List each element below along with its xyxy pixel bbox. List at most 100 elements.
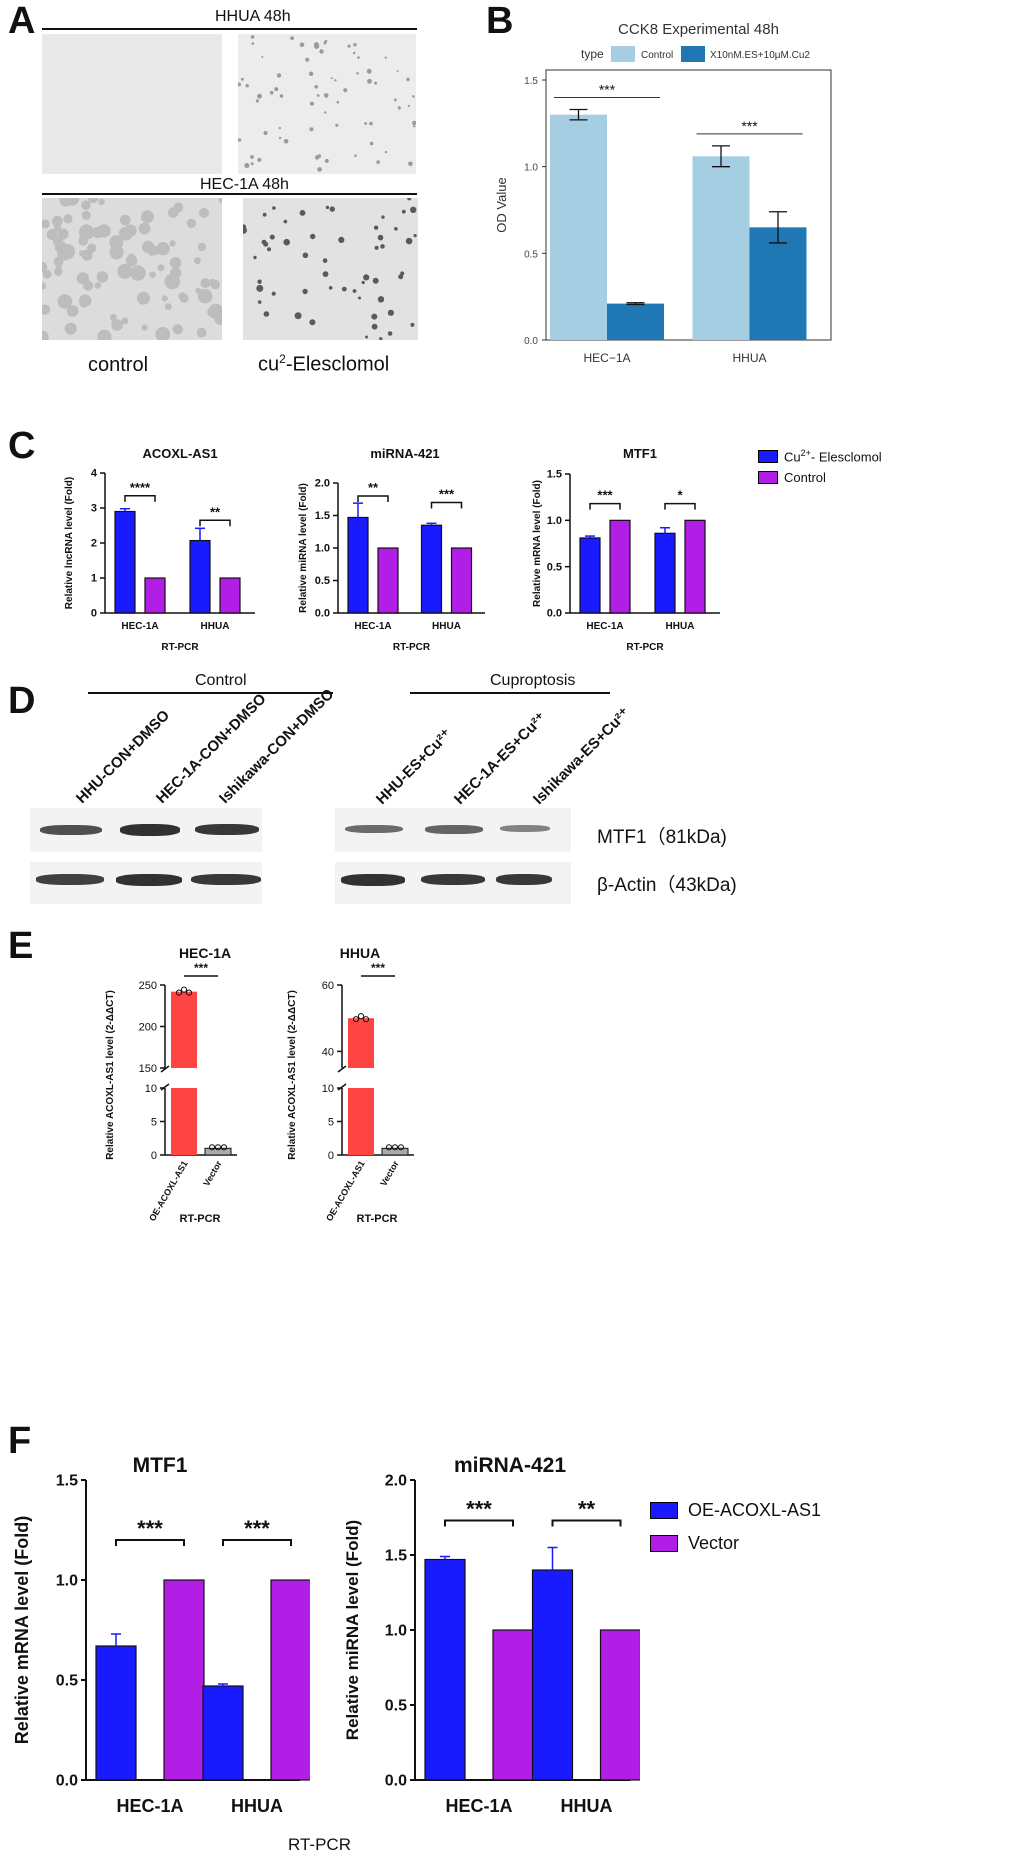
- y-tick-label: 0.0: [524, 336, 538, 347]
- y-tick-label: 0.5: [315, 575, 330, 587]
- cell-blob: [371, 313, 378, 320]
- bar: [202, 1685, 244, 1781]
- y-tick-label: 60: [322, 980, 334, 992]
- cell-blob: [354, 154, 357, 157]
- panel-letter-e: E: [8, 925, 34, 967]
- cell-blob: [302, 252, 309, 259]
- cell-blob: [255, 99, 259, 103]
- cell-blob: [384, 56, 387, 59]
- cell-blob: [352, 51, 356, 55]
- bar-upper: [348, 1018, 374, 1068]
- band-mtf1: [195, 824, 259, 836]
- x-tick-label: Vector: [378, 1159, 401, 1188]
- cell-blob: [200, 278, 211, 289]
- cell-blob: [109, 245, 124, 260]
- micrograph-hec1a-control: [42, 198, 222, 340]
- y-tick-label: 250: [139, 980, 157, 992]
- bar: [347, 516, 369, 614]
- y-tick-label: 1: [91, 573, 97, 585]
- cell-blob: [322, 258, 328, 263]
- chart-title: HHUA: [340, 945, 380, 961]
- cell-blob: [329, 206, 335, 212]
- axis-break: [337, 1083, 347, 1091]
- significance-label: **: [578, 1497, 596, 1522]
- cell-blob: [250, 162, 254, 166]
- legend-swatch: [758, 471, 778, 485]
- y-tick-label: 0.5: [524, 249, 538, 260]
- cell-blob: [194, 257, 201, 265]
- bar: [381, 1147, 409, 1156]
- x-tick-label: HEC-1A: [121, 621, 158, 632]
- y-tick-label: 1.0: [385, 1622, 407, 1639]
- legend-c: Cu2+- Elesclomol Control: [758, 448, 882, 485]
- y-tick-label: 0.5: [547, 561, 562, 573]
- panel-d-group-control: Control: [195, 672, 247, 689]
- x-axis-label: RT-PCR: [161, 642, 199, 653]
- significance-label: ****: [130, 480, 151, 495]
- panel-a-row1-title: HHUA 48h: [215, 8, 291, 25]
- cell-blob: [283, 139, 289, 144]
- cell-blob: [199, 207, 209, 218]
- significance-bracket: [222, 1539, 292, 1546]
- micrograph-texture: [42, 34, 222, 174]
- cell-blob: [328, 286, 333, 290]
- lane-label-2: HEC-1A-CON+DMSO: [152, 690, 270, 807]
- cell-blob: [406, 77, 410, 82]
- x-axis-label: RT-PCR: [180, 1213, 221, 1225]
- band-actin: [496, 874, 552, 886]
- cell-blob: [278, 126, 281, 130]
- cell-blob: [178, 292, 187, 301]
- cell-blob: [142, 240, 155, 254]
- cell-blob: [371, 323, 378, 330]
- x-axis-label: RT-PCR: [626, 642, 664, 653]
- bar: [654, 532, 676, 614]
- bar-upper: [171, 991, 197, 1068]
- cell-blob: [262, 212, 267, 217]
- cell-blob: [407, 104, 410, 108]
- chart-title-large: MTF1: [133, 1454, 188, 1477]
- cell-blob: [64, 322, 77, 335]
- y-tick-label: 5: [151, 1117, 157, 1129]
- cell-blob: [51, 215, 63, 227]
- y-tick-label: 10: [322, 1083, 334, 1095]
- y-tick-label: 1.0: [56, 1572, 78, 1589]
- cell-blob: [109, 235, 124, 250]
- x-tick-label: HHUA: [666, 621, 695, 632]
- cell-blob: [42, 330, 49, 340]
- cell-blob: [334, 79, 337, 82]
- panel-letter-d: D: [8, 680, 36, 722]
- cell-blob: [245, 84, 249, 88]
- y-tick-label: 3: [91, 503, 97, 515]
- cell-blob: [377, 234, 384, 241]
- cell-blob: [294, 312, 302, 320]
- x-tick-label: Vector: [201, 1159, 224, 1188]
- cell-blob: [263, 311, 270, 317]
- cell-blob: [336, 100, 340, 104]
- bar: [531, 1569, 574, 1781]
- y-tick-label: 0.5: [385, 1697, 407, 1714]
- cell-blob: [396, 70, 399, 72]
- y-tick-label: 1.0: [315, 543, 330, 555]
- panel-a-caption-control: control: [88, 354, 149, 376]
- chart-e-hec1a: HEC-1A 150 200 250 0 5 10 Relative ACOXL-AS1 le…: [105, 945, 237, 1225]
- cell-blob: [169, 240, 176, 247]
- x-tick-label: HEC−1A: [583, 351, 630, 365]
- cell-blob: [238, 138, 242, 142]
- cell-blob: [111, 319, 123, 331]
- band-mtf1: [120, 824, 180, 836]
- bar: [424, 1558, 466, 1781]
- y-axis-label: Relative mRNA level (Fold): [12, 1516, 32, 1744]
- x-tick-label: HHUA: [201, 621, 230, 632]
- cell-blob: [356, 72, 359, 75]
- y-axis-label: Relative miRNA level (Fold): [298, 483, 309, 613]
- y-tick-label: 0.0: [547, 608, 562, 620]
- significance-label: ***: [371, 961, 385, 975]
- data-point: [214, 1144, 222, 1151]
- cell-blob: [141, 324, 148, 331]
- cell-blob: [305, 57, 310, 62]
- micrograph-cells: [238, 34, 416, 174]
- y-axis-label: Relative ACOXL-AS1 level (2-ΔΔCT): [105, 990, 116, 1160]
- cell-blob: [299, 210, 306, 216]
- cell-blob: [316, 94, 320, 97]
- cell-blob: [253, 255, 257, 260]
